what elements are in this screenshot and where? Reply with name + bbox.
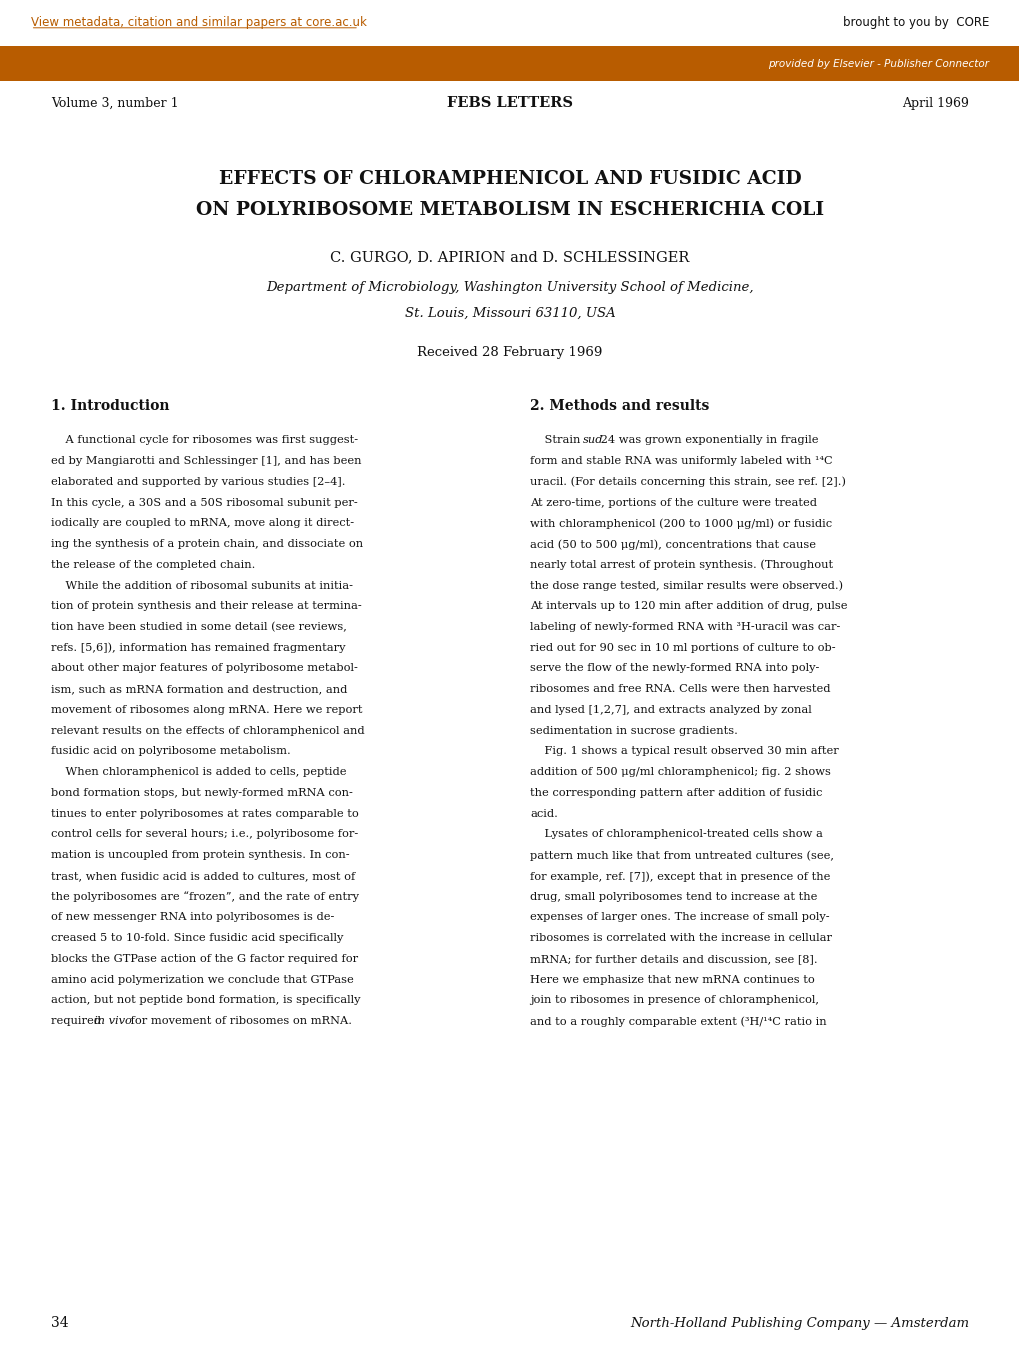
Text: bond formation stops, but newly-formed mRNA con-: bond formation stops, but newly-formed m… <box>51 788 353 797</box>
Text: 34: 34 <box>51 1317 68 1330</box>
Text: action, but not peptide bond formation, is specifically: action, but not peptide bond formation, … <box>51 995 360 1005</box>
Text: In this cycle, a 30S and a 50S ribosomal subunit per-: In this cycle, a 30S and a 50S ribosomal… <box>51 498 358 507</box>
Text: ism, such as mRNA formation and destruction, and: ism, such as mRNA formation and destruct… <box>51 685 347 694</box>
Bar <box>0 46 1019 81</box>
Text: trast, when fusidic acid is added to cultures, most of: trast, when fusidic acid is added to cul… <box>51 871 355 881</box>
Text: Here we emphasize that new mRNA continues to: Here we emphasize that new mRNA continue… <box>530 975 814 984</box>
Text: ried out for 90 sec in 10 ml portions of culture to ob-: ried out for 90 sec in 10 ml portions of… <box>530 643 836 652</box>
Text: While the addition of ribosomal subunits at initia-: While the addition of ribosomal subunits… <box>51 580 353 590</box>
Text: St. Louis, Missouri 63110, USA: St. Louis, Missouri 63110, USA <box>405 306 614 320</box>
Text: At intervals up to 120 min after addition of drug, pulse: At intervals up to 120 min after additio… <box>530 601 847 612</box>
Text: labeling of newly-formed RNA with ³H-uracil was car-: labeling of newly-formed RNA with ³H-ura… <box>530 622 840 632</box>
Text: mation is uncoupled from protein synthesis. In con-: mation is uncoupled from protein synthes… <box>51 850 350 860</box>
Text: North-Holland Publishing Company — Amsterdam: North-Holland Publishing Company — Amste… <box>630 1317 968 1330</box>
Text: A functional cycle for ribosomes was first suggest-: A functional cycle for ribosomes was fir… <box>51 435 358 445</box>
Text: form and stable RNA was uniformly labeled with ¹⁴C: form and stable RNA was uniformly labele… <box>530 456 833 466</box>
Text: for movement of ribosomes on mRNA.: for movement of ribosomes on mRNA. <box>126 1016 352 1026</box>
Text: 1. Introduction: 1. Introduction <box>51 399 169 412</box>
Text: the polyribosomes are “frozen”, and the rate of entry: the polyribosomes are “frozen”, and the … <box>51 892 359 903</box>
Text: ing the synthesis of a protein chain, and dissociate on: ing the synthesis of a protein chain, an… <box>51 538 363 549</box>
Text: ON POLYRIBOSOME METABOLISM IN ESCHERICHIA COLI: ON POLYRIBOSOME METABOLISM IN ESCHERICHI… <box>196 201 823 220</box>
Text: with chloramphenicol (200 to 1000 μg/ml) or fusidic: with chloramphenicol (200 to 1000 μg/ml)… <box>530 518 832 529</box>
Text: blocks the GTPase action of the G factor required for: blocks the GTPase action of the G factor… <box>51 953 358 964</box>
Text: brought to you by  CORE: brought to you by CORE <box>842 16 988 28</box>
Text: ed by Mangiarotti and Schlessinger [1], and has been: ed by Mangiarotti and Schlessinger [1], … <box>51 456 361 466</box>
Text: When chloramphenicol is added to cells, peptide: When chloramphenicol is added to cells, … <box>51 767 346 777</box>
Text: mRNA; for further details and discussion, see [8].: mRNA; for further details and discussion… <box>530 953 817 964</box>
Text: movement of ribosomes along mRNA. Here we report: movement of ribosomes along mRNA. Here w… <box>51 705 362 715</box>
Text: nearly total arrest of protein synthesis. (Throughout: nearly total arrest of protein synthesis… <box>530 560 833 571</box>
Text: and lysed [1,2,7], and extracts analyzed by zonal: and lysed [1,2,7], and extracts analyzed… <box>530 705 811 715</box>
Text: acid.: acid. <box>530 808 557 819</box>
Text: ribosomes and free RNA. Cells were then harvested: ribosomes and free RNA. Cells were then … <box>530 685 830 694</box>
Text: elaborated and supported by various studies [2–4].: elaborated and supported by various stud… <box>51 477 345 487</box>
Text: expenses of larger ones. The increase of small poly-: expenses of larger ones. The increase of… <box>530 913 829 922</box>
Text: 2. Methods and results: 2. Methods and results <box>530 399 709 412</box>
Text: View metadata, citation and similar papers at core.ac.uk: View metadata, citation and similar pape… <box>31 16 366 28</box>
Text: iodically are coupled to mRNA, move along it direct-: iodically are coupled to mRNA, move alon… <box>51 518 354 529</box>
Text: relevant results on the effects of chloramphenicol and: relevant results on the effects of chlor… <box>51 725 364 736</box>
Text: Lysates of chloramphenicol-treated cells show a: Lysates of chloramphenicol-treated cells… <box>530 830 822 839</box>
Text: the dose range tested, similar results were observed.): the dose range tested, similar results w… <box>530 580 843 591</box>
Text: drug, small polyribosomes tend to increase at the: drug, small polyribosomes tend to increa… <box>530 892 817 902</box>
Text: 24 was grown exponentially in fragile: 24 was grown exponentially in fragile <box>596 435 817 445</box>
Text: provided by Elsevier - Publisher Connector: provided by Elsevier - Publisher Connect… <box>767 58 988 69</box>
Text: the corresponding pattern after addition of fusidic: the corresponding pattern after addition… <box>530 788 822 797</box>
Text: pattern much like that from untreated cultures (see,: pattern much like that from untreated cu… <box>530 850 834 861</box>
Text: control cells for several hours; i.e., polyribosome for-: control cells for several hours; i.e., p… <box>51 830 358 839</box>
Text: for example, ref. [7]), except that in presence of the: for example, ref. [7]), except that in p… <box>530 871 829 881</box>
Text: FEBS LETTERS: FEBS LETTERS <box>446 96 573 110</box>
Text: serve the flow of the newly-formed RNA into poly-: serve the flow of the newly-formed RNA i… <box>530 663 819 674</box>
Text: Department of Microbiology, Washington University School of Medicine,: Department of Microbiology, Washington U… <box>266 281 753 294</box>
Text: creased 5 to 10-fold. Since fusidic acid specifically: creased 5 to 10-fold. Since fusidic acid… <box>51 933 343 944</box>
Text: addition of 500 μg/ml chloramphenicol; fig. 2 shows: addition of 500 μg/ml chloramphenicol; f… <box>530 767 830 777</box>
Text: refs. [5,6]), information has remained fragmentary: refs. [5,6]), information has remained f… <box>51 643 345 654</box>
Text: April 1969: April 1969 <box>901 96 968 110</box>
Text: Strain: Strain <box>530 435 584 445</box>
Text: Volume 3, number 1: Volume 3, number 1 <box>51 96 178 110</box>
Text: At zero-time, portions of the culture were treated: At zero-time, portions of the culture we… <box>530 498 816 507</box>
Text: ribosomes is correlated with the increase in cellular: ribosomes is correlated with the increas… <box>530 933 832 944</box>
Text: sud: sud <box>582 435 602 445</box>
Text: uracil. (For details concerning this strain, see ref. [2].): uracil. (For details concerning this str… <box>530 477 846 487</box>
Text: about other major features of polyribosome metabol-: about other major features of polyriboso… <box>51 663 358 674</box>
Text: EFFECTS OF CHLORAMPHENICOL AND FUSIDIC ACID: EFFECTS OF CHLORAMPHENICOL AND FUSIDIC A… <box>218 170 801 188</box>
Text: tion of protein synthesis and their release at termina-: tion of protein synthesis and their rele… <box>51 601 362 612</box>
Text: required: required <box>51 1016 105 1026</box>
Text: Received 28 February 1969: Received 28 February 1969 <box>417 346 602 359</box>
Text: tinues to enter polyribosomes at rates comparable to: tinues to enter polyribosomes at rates c… <box>51 808 359 819</box>
Text: and to a roughly comparable extent (³H/¹⁴C ratio in: and to a roughly comparable extent (³H/¹… <box>530 1016 826 1026</box>
Text: C. GURGO, D. APIRION and D. SCHLESSINGER: C. GURGO, D. APIRION and D. SCHLESSINGER <box>330 251 689 264</box>
Text: tion have been studied in some detail (see reviews,: tion have been studied in some detail (s… <box>51 622 346 632</box>
Text: join to ribosomes in presence of chloramphenicol,: join to ribosomes in presence of chloram… <box>530 995 818 1005</box>
Text: Fig. 1 shows a typical result observed 30 min after: Fig. 1 shows a typical result observed 3… <box>530 746 839 757</box>
Text: the release of the completed chain.: the release of the completed chain. <box>51 560 255 570</box>
Text: acid (50 to 500 μg/ml), concentrations that cause: acid (50 to 500 μg/ml), concentrations t… <box>530 538 815 549</box>
Text: amino acid polymerization we conclude that GTPase: amino acid polymerization we conclude th… <box>51 975 354 984</box>
Text: of new messenger RNA into polyribosomes is de-: of new messenger RNA into polyribosomes … <box>51 913 334 922</box>
Text: in vivo: in vivo <box>94 1016 131 1026</box>
Text: sedimentation in sucrose gradients.: sedimentation in sucrose gradients. <box>530 725 738 736</box>
Text: fusidic acid on polyribosome metabolism.: fusidic acid on polyribosome metabolism. <box>51 746 290 757</box>
